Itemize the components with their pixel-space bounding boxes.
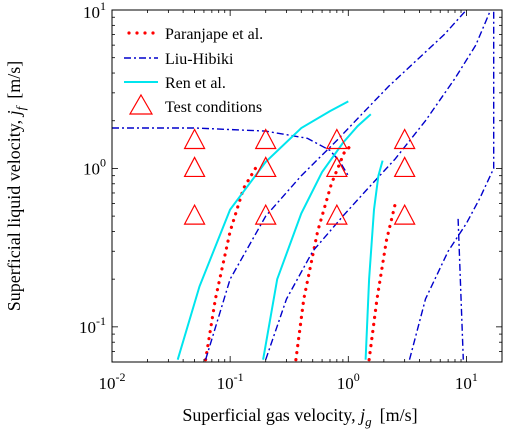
y-tick-label: 101	[83, 0, 106, 22]
legend-label-ren: Ren et al.	[165, 75, 226, 92]
test-condition-marker	[325, 203, 348, 225]
series-2-curve-2	[364, 160, 384, 360]
axis-ticks	[111, 10, 503, 363]
series-0-curve-0	[204, 163, 259, 362]
y-axis-title: Superficial liquid velocity, jf [m/s]	[4, 61, 28, 311]
series-1-curve-2	[265, 10, 492, 360]
series-1-curve-4	[457, 218, 464, 360]
y-axis-title-subscript: f	[13, 104, 28, 110]
x-tick-label: 10-1	[217, 370, 244, 393]
x-tick-label: 101	[455, 370, 478, 393]
plot-frame	[111, 9, 503, 363]
test-condition-marker	[183, 203, 206, 225]
legend-entry-paranjape: Paranjape et al.	[127, 26, 263, 43]
legend-swatch-test-conditions	[128, 93, 154, 115]
test-condition-marker	[325, 128, 348, 150]
series-1-curve-0	[112, 127, 349, 177]
test-condition-marker	[183, 156, 206, 178]
series-1-curve-1	[204, 10, 467, 360]
legend-label-test-conditions: Test conditions	[165, 99, 262, 116]
x-axis-title-symbol: j	[358, 405, 365, 425]
test-condition-marker	[254, 203, 277, 225]
y-axis-title-unit: [m/s]	[4, 61, 24, 99]
test-condition-marker	[183, 128, 206, 150]
x-tick-label: 10-2	[99, 370, 126, 393]
legend-entry-test-conditions: Test conditions	[128, 93, 262, 116]
series-2-curve-1	[262, 113, 372, 360]
test-condition-marker	[254, 156, 277, 178]
plot-markers	[183, 128, 416, 225]
series-2-curve-0	[176, 100, 349, 360]
x-axis-title-text: Superficial gas velocity,	[182, 405, 360, 425]
legend-entry-liu-hibiki: Liu-Hibiki	[124, 51, 234, 68]
x-axis-title: Superficial gas velocity, jg [m/s]	[182, 405, 417, 429]
x-axis-title-unit: [m/s]	[380, 405, 418, 425]
y-axis-title-text: Superficial liquid velocity,	[4, 115, 24, 311]
series-0-curve-1	[294, 141, 355, 362]
legend: Paranjape et al. Liu-Hibiki Ren et al. T…	[124, 26, 263, 116]
x-tick-label: 100	[337, 370, 360, 393]
legend-entry-ren: Ren et al.	[124, 75, 226, 92]
y-tick-label: 100	[83, 155, 106, 178]
test-condition-marker	[393, 203, 416, 225]
y-axis-title-symbol: j	[4, 110, 24, 117]
test-condition-marker	[325, 156, 348, 178]
plot-lines	[112, 10, 495, 362]
legend-swatch-paranjape	[127, 31, 155, 35]
test-condition-marker	[393, 128, 416, 150]
series-0-curve-2	[367, 202, 397, 362]
test-condition-marker	[254, 128, 277, 150]
legend-label-liu-hibiki: Liu-Hibiki	[165, 51, 234, 68]
legend-label-paranjape: Paranjape et al.	[165, 26, 263, 43]
y-tick-label: 10-1	[79, 314, 106, 337]
test-condition-marker	[393, 156, 416, 178]
x-axis-title-subscript: g	[365, 414, 372, 429]
series-1-curve-3	[408, 10, 495, 360]
